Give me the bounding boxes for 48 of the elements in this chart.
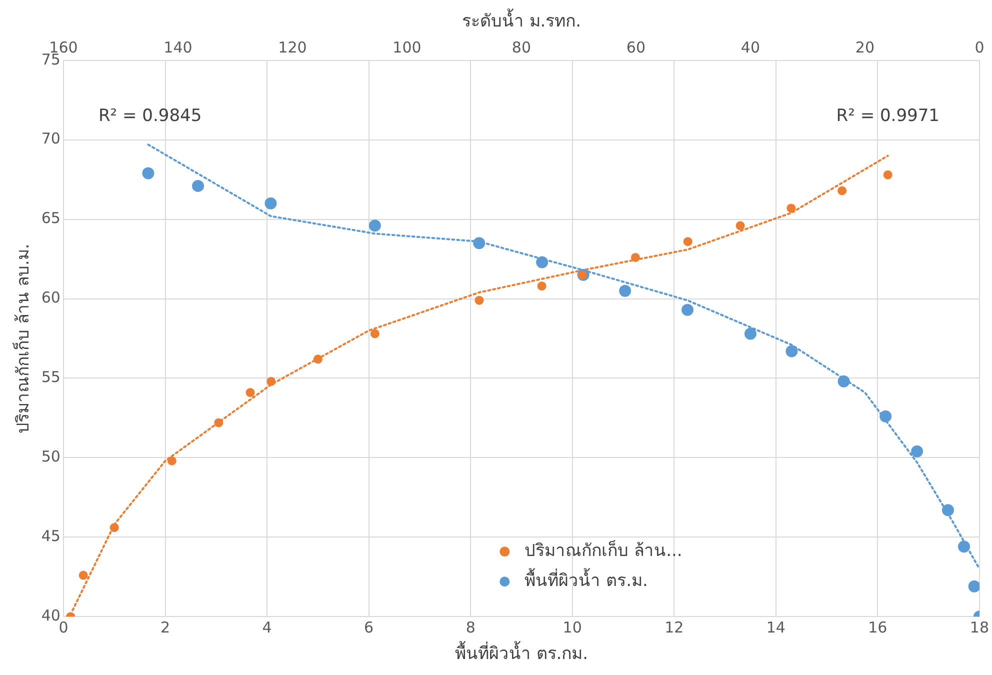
x2-tick-label: 120 <box>278 38 307 56</box>
point <box>883 170 892 180</box>
x-axis-title: พื้นที่ผิวน้ำ ตร.กม. <box>454 641 588 664</box>
x-tick-label: 16 <box>868 618 888 636</box>
point <box>736 221 745 230</box>
point <box>313 354 322 364</box>
x-tick-label: 12 <box>664 618 684 636</box>
x-tick-label: 4 <box>262 618 272 636</box>
x-tick-label: 6 <box>364 618 374 636</box>
x-tick-label: 14 <box>766 618 786 636</box>
point <box>537 282 546 291</box>
x-tick-label: 8 <box>466 618 476 636</box>
point <box>474 296 484 305</box>
x-tick-label: 0 <box>58 618 68 636</box>
point <box>78 570 88 580</box>
y-tick-label: 40 <box>41 606 60 624</box>
legend-label: พื้นที่ผิวน้ำ ตร.ม. <box>524 568 648 592</box>
x2-tick-label: 60 <box>626 38 646 56</box>
x-tick-label: 10 <box>562 618 582 636</box>
x-tick-label: 18 <box>970 618 990 636</box>
legend-label: ปริมาณกักเก็บ ล้าน... <box>524 539 682 562</box>
x2-axis-title: ระดับน้ำ ม.รทก. <box>462 8 582 32</box>
point <box>786 204 796 213</box>
point <box>110 523 119 532</box>
point <box>214 418 224 428</box>
x-tick-label: 2 <box>160 618 170 636</box>
y-tick-label: 65 <box>41 209 60 228</box>
point <box>838 186 847 196</box>
y-axis-title: ปริมาณกักเก็บ ล้าน ลบ.ม. <box>12 244 34 434</box>
point <box>683 237 692 246</box>
y-tick-label: 55 <box>41 368 60 386</box>
point <box>370 329 380 338</box>
point <box>167 456 176 466</box>
y-tick-label: 60 <box>41 288 60 307</box>
x2-tick-label: 0 <box>974 38 984 56</box>
x2-tick-label: 40 <box>740 38 760 56</box>
annotation: R² = 0.9845 <box>98 106 202 126</box>
y-tick-label: 70 <box>41 130 60 148</box>
x2-tick-label: 80 <box>512 38 532 56</box>
x2-tick-label: 140 <box>164 38 192 56</box>
point <box>246 388 255 398</box>
y-tick-label: 50 <box>41 448 60 466</box>
point <box>630 252 640 262</box>
x2-tick-label: 100 <box>392 38 422 56</box>
point <box>266 376 276 386</box>
y-tick-label: 45 <box>41 527 60 546</box>
x2-tick-label: 20 <box>855 38 875 56</box>
annotation: R² = 0.9971 <box>836 106 940 126</box>
